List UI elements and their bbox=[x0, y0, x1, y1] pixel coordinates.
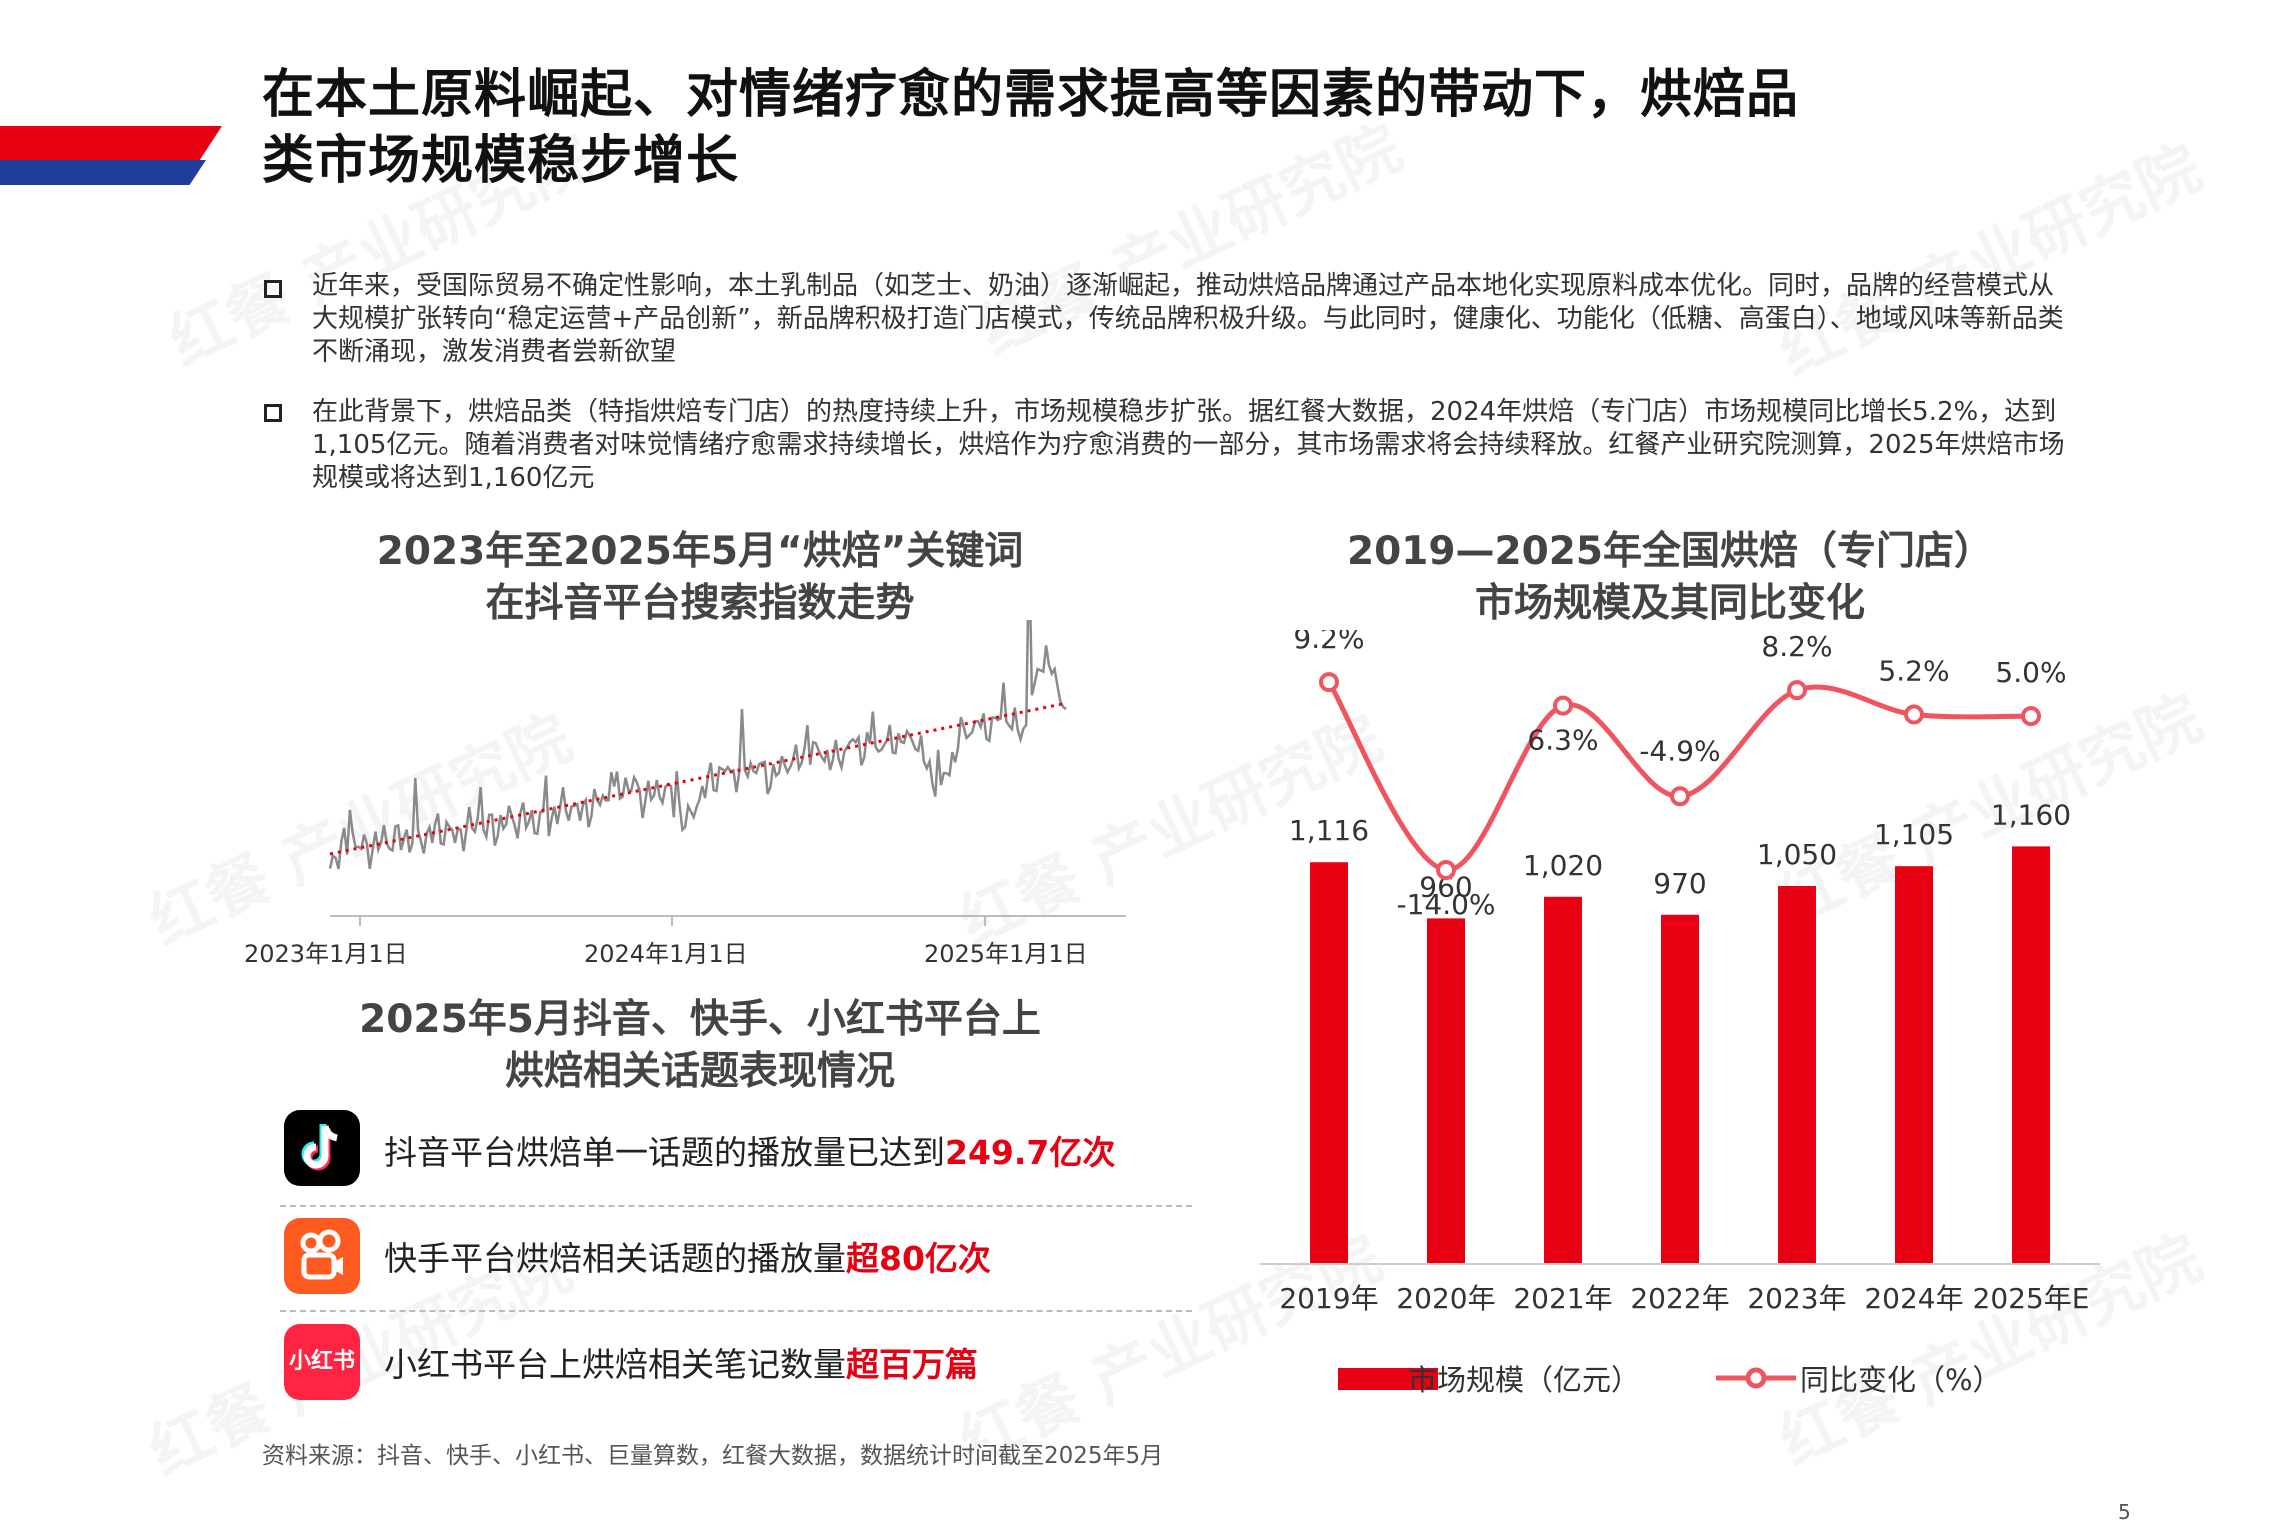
bar bbox=[1778, 886, 1816, 1264]
row-divider bbox=[280, 1310, 1192, 1312]
trend-line bbox=[329, 701, 1067, 856]
row-divider bbox=[280, 1205, 1192, 1207]
bar-value-label: 970 bbox=[1653, 867, 1706, 900]
bar bbox=[1427, 918, 1465, 1264]
search-index-line bbox=[328, 620, 1067, 870]
page-title: 在本土原料崛起、对情绪疗愈的需求提高等因素的带动下，烘焙品 类市场规模稳步增长 bbox=[262, 62, 2062, 194]
bar-value-label: 1,020 bbox=[1523, 849, 1603, 882]
yoy-point bbox=[1436, 860, 1456, 880]
yoy-point bbox=[1670, 786, 1690, 807]
category-label: 2019年 bbox=[1279, 1282, 1378, 1315]
bar bbox=[1661, 914, 1699, 1264]
yoy-value-label: -4.9% bbox=[1639, 734, 1720, 767]
yoy-value-label: -14.0% bbox=[1396, 888, 1495, 921]
bar bbox=[2012, 846, 2050, 1264]
bullet-square-icon bbox=[264, 404, 282, 422]
topics-title: 2025年5月抖音、快手、小红书平台上 烘焙相关话题表现情况 bbox=[300, 994, 1100, 1098]
search-chart-title-line-1: 2023年至2025年5月“烘焙”关键词 bbox=[376, 529, 1024, 574]
topic-text: 快手平台烘焙相关话题的播放量 bbox=[384, 1239, 846, 1278]
market-chart-title: 2019—2025年全国烘焙（专门店） 市场规模及其同比变化 bbox=[1240, 526, 2100, 630]
xiaohongshu-icon: 小红书 bbox=[284, 1324, 360, 1400]
yoy-value-label: 6.3% bbox=[1527, 724, 1598, 757]
topic-highlight: 超百万篇 bbox=[846, 1345, 978, 1384]
category-label: 2022年 bbox=[1630, 1282, 1729, 1315]
x-tick-label: 2023年1月1日 bbox=[244, 940, 408, 968]
topic-text: 小红书平台上烘焙相关笔记数量 bbox=[384, 1345, 846, 1384]
topic-highlight: 超80亿次 bbox=[846, 1239, 991, 1278]
market-chart-title-line-1: 2019—2025年全国烘焙（专门店） bbox=[1346, 529, 1994, 574]
category-label: 2024年 bbox=[1864, 1282, 1963, 1315]
topic-highlight: 249.7亿次 bbox=[945, 1133, 1116, 1172]
x-tick-label: 2025年1月1日 bbox=[924, 940, 1088, 968]
category-label: 2025年E bbox=[1973, 1282, 2090, 1315]
legend-line-label: 同比变化（%） bbox=[1800, 1363, 2002, 1397]
accent-stripe-red bbox=[0, 126, 222, 160]
topics-title-line-1: 2025年5月抖音、快手、小红书平台上 bbox=[359, 997, 1041, 1042]
bar bbox=[1544, 896, 1582, 1264]
yoy-point bbox=[1553, 695, 1573, 716]
bar-value-label: 1,105 bbox=[1874, 818, 1954, 851]
yoy-point bbox=[1904, 704, 1924, 725]
douyin-icon bbox=[284, 1110, 360, 1186]
topic-text: 抖音平台烘焙单一话题的播放量已达到 bbox=[384, 1133, 945, 1172]
yoy-value-label: 8.2% bbox=[1761, 630, 1832, 663]
search-index-chart bbox=[328, 620, 1126, 926]
bar-value-label: 1,160 bbox=[1991, 798, 2071, 831]
bar-value-label: 1,116 bbox=[1289, 814, 1369, 847]
xiaohongshu-logo-text: 小红书 bbox=[288, 1349, 355, 1374]
title-line-1: 在本土原料崛起、对情绪疗愈的需求提高等因素的带动下，烘焙品 bbox=[262, 65, 1800, 125]
topics-title-line-2: 烘焙相关话题表现情况 bbox=[504, 1049, 895, 1094]
yoy-point bbox=[1787, 680, 1807, 701]
source-note: 资料来源：抖音、快手、小红书、巨量算数，红餐大数据，数据统计时间截至2025年5… bbox=[262, 1443, 1164, 1469]
search-chart-title-line-2: 在抖音平台搜索指数走势 bbox=[485, 581, 915, 626]
kuaishou-topic-text: 快手平台烘焙相关话题的播放量超80亿次 bbox=[384, 1232, 991, 1280]
market-chart-title-line-2: 市场规模及其同比变化 bbox=[1474, 581, 1865, 626]
bar-value-label: 1,050 bbox=[1757, 838, 1837, 871]
x-tick-label: 2024年1月1日 bbox=[584, 940, 748, 968]
kuaishou-icon bbox=[284, 1218, 360, 1294]
category-label: 2021年 bbox=[1513, 1282, 1612, 1315]
bar bbox=[1895, 866, 1933, 1264]
title-line-2: 类市场规模稳步增长 bbox=[262, 131, 740, 191]
douyin-topic-text: 抖音平台烘焙单一话题的播放量已达到249.7亿次 bbox=[384, 1126, 1115, 1174]
paragraph-1: 近年来，受国际贸易不确定性影响，本土乳制品（如芝士、奶油）逐渐崛起，推动烘焙品牌… bbox=[312, 271, 2064, 367]
yoy-value-label: 5.2% bbox=[1878, 654, 1949, 687]
category-label: 2020年 bbox=[1396, 1282, 1495, 1315]
yoy-point bbox=[1319, 672, 1339, 693]
category-label: 2023年 bbox=[1747, 1282, 1846, 1315]
paragraph-2: 在此背景下，烘焙品类（特指烘焙专门店）的热度持续上升，市场规模稳步扩张。据红餐大… bbox=[312, 397, 2065, 493]
xiaohongshu-topic-text: 小红书平台上烘焙相关笔记数量超百万篇 bbox=[384, 1338, 978, 1386]
yoy-point bbox=[2021, 706, 2041, 727]
legend-bar-label: 市场规模（亿元） bbox=[1408, 1363, 1641, 1397]
page-number: 5 bbox=[2118, 1500, 2131, 1524]
accent-stripe-blue bbox=[0, 160, 206, 185]
search-chart-title: 2023年至2025年5月“烘焙”关键词 在抖音平台搜索指数走势 bbox=[300, 526, 1100, 630]
bar bbox=[1310, 862, 1348, 1264]
yoy-value-label: 5.0% bbox=[1995, 656, 2066, 689]
legend-line-swatch bbox=[1716, 1367, 1796, 1389]
bullet-square-icon bbox=[264, 280, 282, 298]
yoy-value-label: 9.2% bbox=[1293, 630, 1364, 655]
legend-bar-swatch bbox=[1338, 1368, 1438, 1390]
